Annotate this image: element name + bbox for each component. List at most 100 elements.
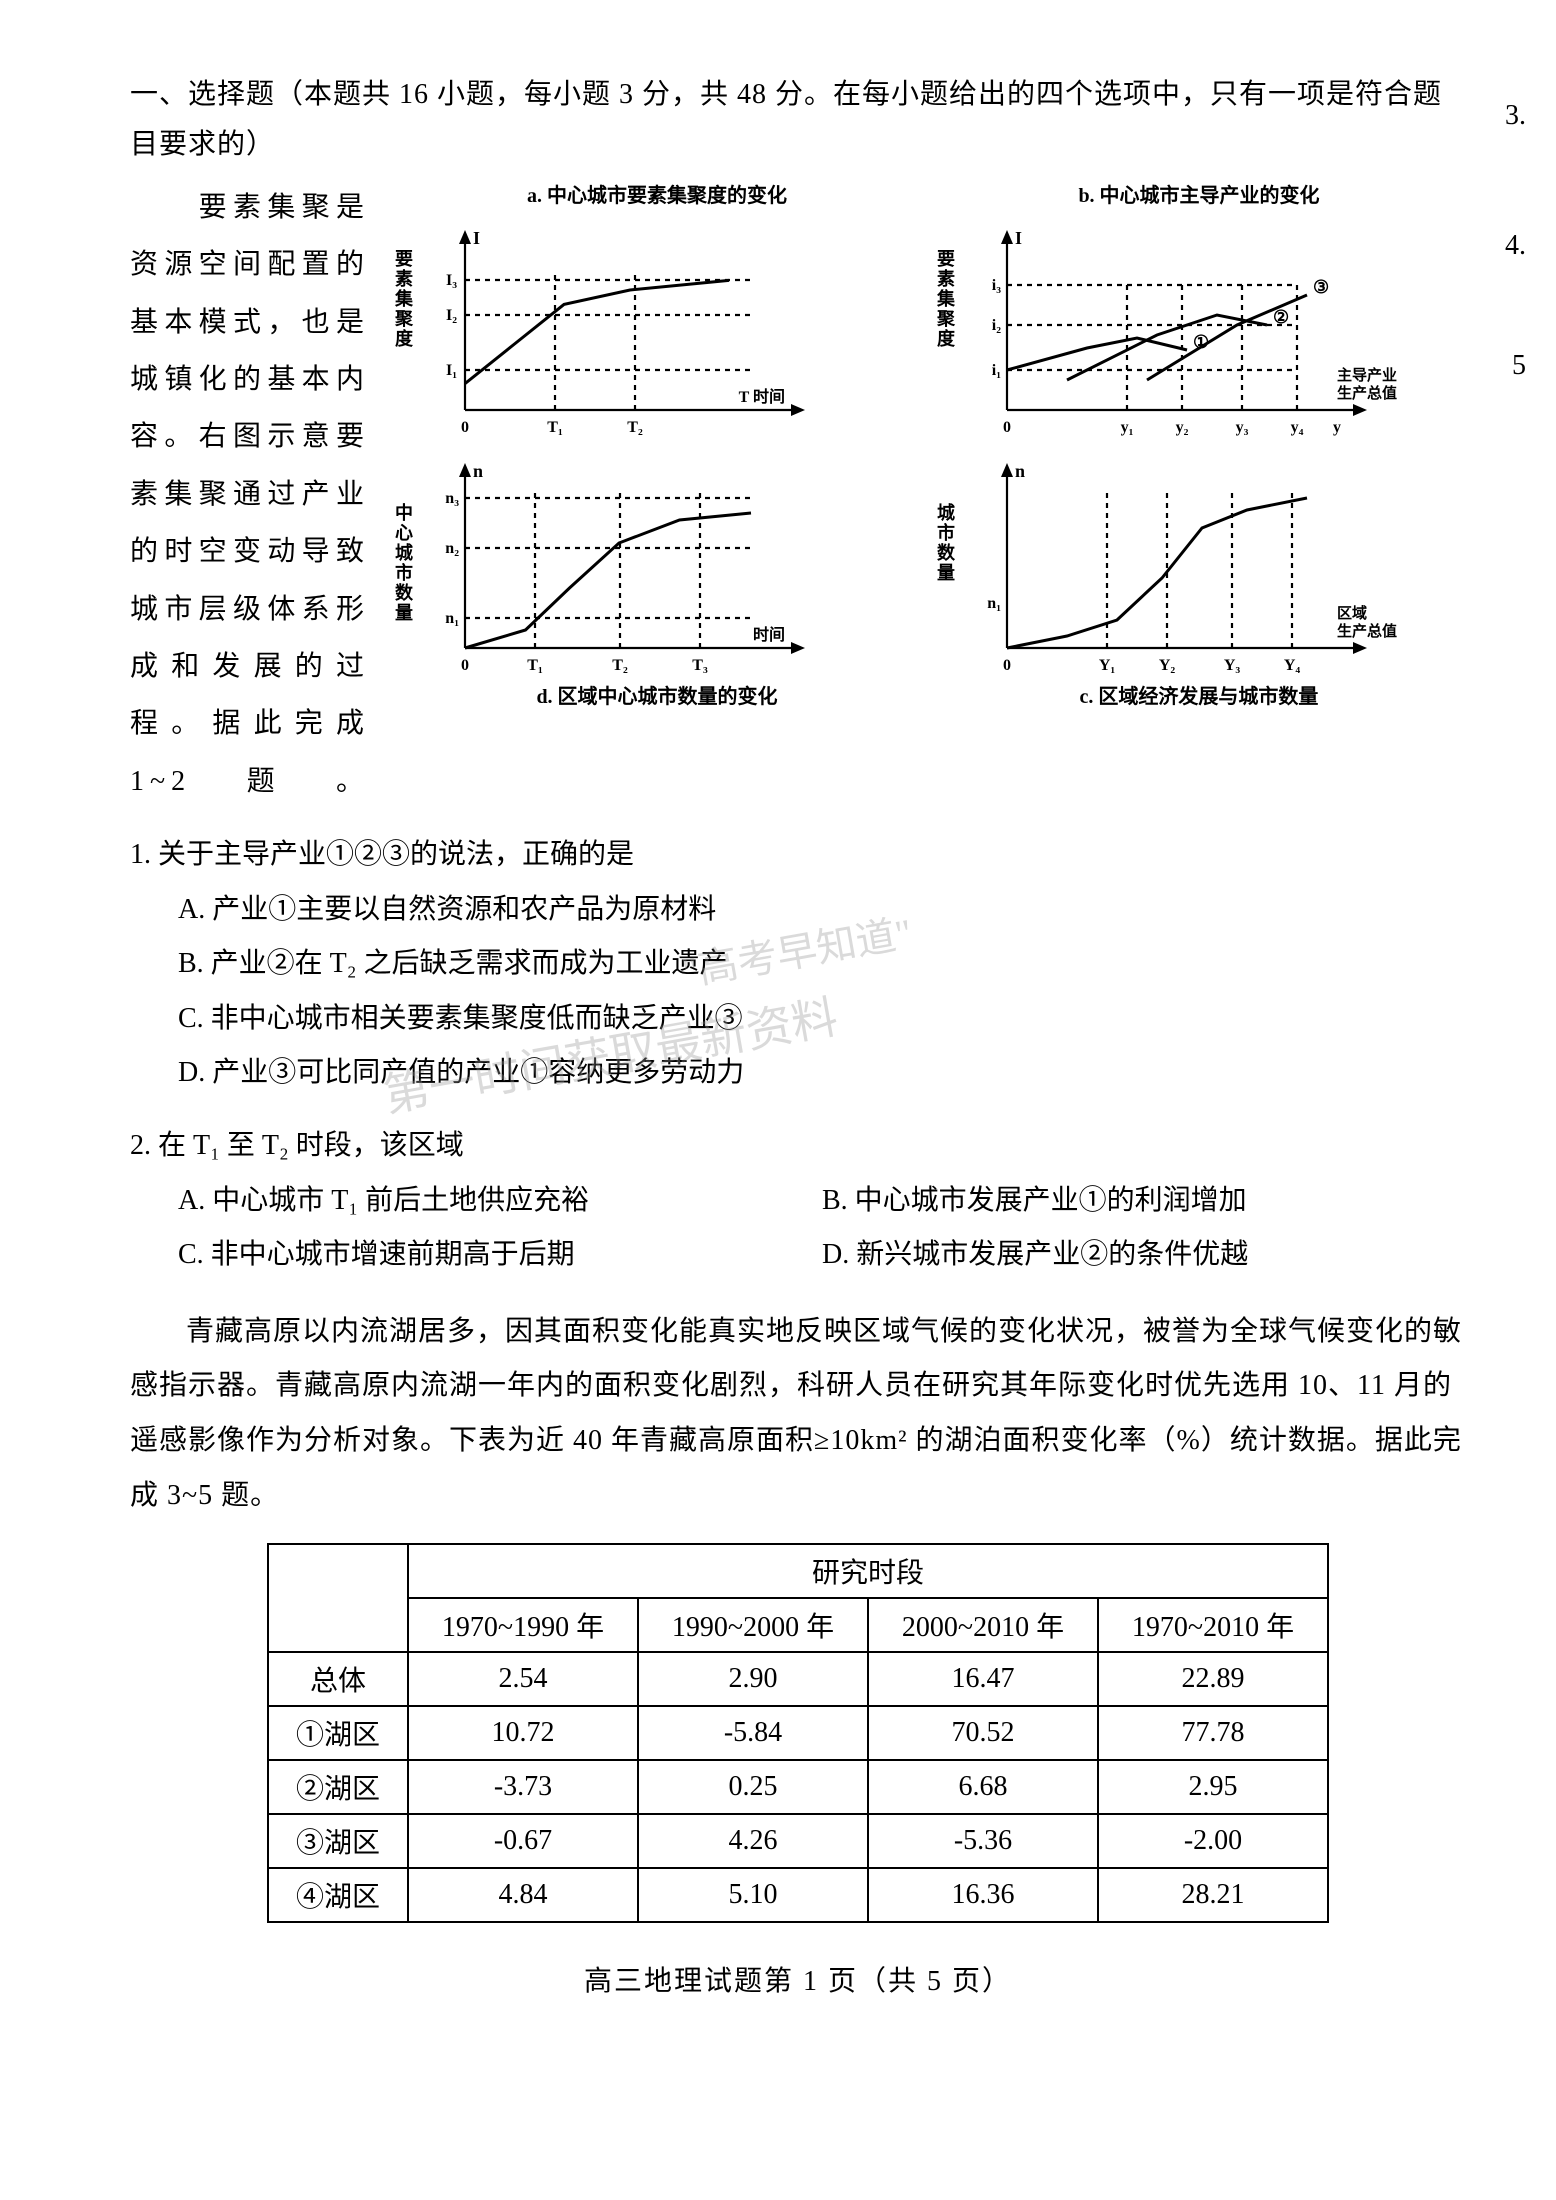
table-cell: -3.73	[408, 1760, 638, 1814]
chart-a-title: a. 中心城市要素集聚度的变化	[390, 179, 924, 208]
svg-text:I₁: I₁	[446, 362, 457, 379]
table-cell: 16.47	[868, 1652, 1098, 1706]
q2-opt-c: C. 非中心城市增速前期高于后期	[178, 1228, 822, 1283]
exam-page: 3. 4. 5 一、选择题（本题共 16 小题，每小题 3 分，共 48 分。在…	[0, 0, 1556, 2200]
svg-text:0: 0	[461, 419, 469, 436]
q1-opt-b: B. 产业②在 T₂ 之后缺乏需求而成为工业遗产	[178, 937, 1466, 992]
svg-text:T₃: T₃	[692, 657, 708, 674]
svg-text:I: I	[1015, 228, 1022, 248]
table-cell: 0.25	[638, 1760, 868, 1814]
table-col-2: 2000~2010 年	[868, 1598, 1098, 1652]
lake-table: 研究时段 1970~1990 年 1990~2000 年 2000~2010 年…	[267, 1543, 1329, 1923]
table-cell: -5.84	[638, 1706, 868, 1760]
svg-text:T₂: T₂	[612, 657, 628, 674]
table-corner	[268, 1544, 408, 1652]
svg-text:0: 0	[1003, 657, 1011, 674]
svg-text:0: 0	[461, 657, 469, 674]
svg-text:区域: 区域	[1337, 604, 1367, 622]
table-cell: 5.10	[638, 1868, 868, 1922]
table-header-span: 研究时段	[408, 1544, 1328, 1598]
row-label: ④湖区	[268, 1868, 408, 1922]
row-label: ①湖区	[268, 1706, 408, 1760]
table-cell: 16.36	[868, 1868, 1098, 1922]
svg-text:n₂: n₂	[445, 540, 459, 557]
table-header-row1: 研究时段	[268, 1544, 1328, 1598]
svg-text:Y₁: Y₁	[1099, 657, 1116, 674]
svg-text:Y₄: Y₄	[1284, 657, 1301, 674]
intro-and-charts: 要素集聚是资源空间配置的基本模式，也是城镇化的基本内容。右图示意要素集聚通过产业…	[130, 179, 1466, 810]
question-1: 1. 关于主导产业①②③的说法，正确的是 A. 产业①主要以自然资源和农产品为原…	[130, 828, 1466, 1101]
chart-d-svg: n时间n₁n₂n₃0T₁T₂T₃	[390, 448, 860, 678]
q1-opt-d: D. 产业③可比同产值的产业①容纳更多劳动力	[178, 1046, 1466, 1101]
table-cell: 28.21	[1098, 1868, 1328, 1922]
q1-opt-c: C. 非中心城市相关要素集聚度低而缺乏产业③	[178, 992, 1466, 1047]
chart-c-ylabel: 城市数量	[932, 503, 958, 583]
svg-text:y: y	[1333, 419, 1341, 436]
passage-lakes: 青藏高原以内流湖居多，因其面积变化能真实地反映区域气候的变化状况，被誉为全球气候…	[130, 1305, 1466, 1523]
chart-b-svg: I主导产业生产总值i₁i₂i₃0y₁y₂y₃y₄y①②③	[932, 210, 1402, 440]
table-cell: 10.72	[408, 1706, 638, 1760]
row-label: ③湖区	[268, 1814, 408, 1868]
svg-text:T 时间: T 时间	[739, 387, 785, 406]
table-cell: 22.89	[1098, 1652, 1328, 1706]
chart-d-title: d. 区域中心城市数量的变化	[390, 680, 924, 709]
chart-b-title: b. 中心城市主导产业的变化	[932, 179, 1466, 208]
chart-d: 中心城市数量 n时间n₁n₂n₃0T₁T₂T₃ d. 区域中心城市数量的变化	[390, 448, 924, 709]
svg-text:I: I	[473, 228, 480, 248]
svg-text:③: ③	[1313, 277, 1329, 297]
q1-stem: 1. 关于主导产业①②③的说法，正确的是	[130, 828, 1466, 883]
svg-text:i₂: i₂	[992, 317, 1001, 334]
svg-text:0: 0	[1003, 419, 1011, 436]
chart-c-title: c. 区域经济发展与城市数量	[932, 680, 1466, 709]
table-row: ④湖区4.845.1016.3628.21	[268, 1868, 1328, 1922]
table-cell: -2.00	[1098, 1814, 1328, 1868]
table-col-3: 1970~2010 年	[1098, 1598, 1328, 1652]
svg-text:n: n	[473, 461, 483, 481]
svg-text:y₃: y₃	[1236, 419, 1249, 436]
svg-text:i₃: i₃	[992, 277, 1001, 294]
table-col-1: 1990~2000 年	[638, 1598, 868, 1652]
row-label: ②湖区	[268, 1760, 408, 1814]
table-header-row2: 1970~1990 年 1990~2000 年 2000~2010 年 1970…	[268, 1598, 1328, 1652]
svg-text:y₂: y₂	[1176, 419, 1189, 436]
q2-opt-a: A. 中心城市 T₁ 前后土地供应充裕	[178, 1174, 822, 1229]
q2-opt-d: D. 新兴城市发展产业②的条件优越	[822, 1228, 1466, 1283]
svg-text:i₁: i₁	[992, 362, 1001, 379]
chart-d-ylabel: 中心城市数量	[390, 503, 416, 623]
svg-text:Y₃: Y₃	[1224, 657, 1241, 674]
table-cell: 4.26	[638, 1814, 868, 1868]
svg-text:I₃: I₃	[446, 272, 457, 289]
margin-num-3: 3.	[1505, 100, 1526, 132]
q2-opt-b: B. 中心城市发展产业①的利润增加	[822, 1174, 1466, 1229]
chart-a-ylabel: 要素集聚度	[390, 249, 416, 349]
svg-text:时间: 时间	[753, 625, 785, 644]
intro-paragraph: 要素集聚是资源空间配置的基本模式，也是城镇化的基本内容。右图示意要素集聚通过产业…	[130, 179, 370, 810]
table-row: ③湖区-0.674.26-5.36-2.00	[268, 1814, 1328, 1868]
table-cell: 2.95	[1098, 1760, 1328, 1814]
svg-text:y₄: y₄	[1291, 419, 1304, 436]
charts-holder: a. 中心城市要素集聚度的变化 要素集聚度 I T 时间 I₁ I₂ I₃ 0 T₁ T₂ b…	[370, 179, 1466, 810]
svg-text:I₂: I₂	[446, 307, 457, 324]
chart-c-svg: n区域生产总值n₁0Y₁Y₂Y₃Y₄	[932, 448, 1402, 678]
table-cell: -0.67	[408, 1814, 638, 1868]
svg-text:T₁: T₁	[527, 657, 543, 674]
table-cell: -5.36	[868, 1814, 1098, 1868]
table-cell: 4.84	[408, 1868, 638, 1922]
table-cell: 2.54	[408, 1652, 638, 1706]
svg-text:T₂: T₂	[627, 419, 643, 436]
table-row: 总体2.542.9016.4722.89	[268, 1652, 1328, 1706]
margin-num-4: 4.	[1505, 230, 1526, 262]
chart-c: 城市数量 n区域生产总值n₁0Y₁Y₂Y₃Y₄ c. 区域经济发展与城市数量	[932, 448, 1466, 709]
svg-text:Y₂: Y₂	[1159, 657, 1176, 674]
page-footer: 高三地理试题第 1 页（共 5 页）	[130, 1959, 1466, 1999]
table-col-0: 1970~1990 年	[408, 1598, 638, 1652]
q2-stem: 2. 在 T₁ 至 T₂ 时段，该区域	[130, 1119, 1466, 1174]
svg-text:T₁: T₁	[547, 419, 563, 436]
table-cell: 77.78	[1098, 1706, 1328, 1760]
table-cell: 6.68	[868, 1760, 1098, 1814]
row-label: 总体	[268, 1652, 408, 1706]
margin-num-5: 5	[1512, 350, 1526, 382]
chart-a-svg: I T 时间 I₁ I₂ I₃ 0 T₁ T₂	[390, 210, 860, 440]
q1-opt-a: A. 产业①主要以自然资源和农产品为原材料	[178, 883, 1466, 938]
table-row: ②湖区-3.730.256.682.95	[268, 1760, 1328, 1814]
